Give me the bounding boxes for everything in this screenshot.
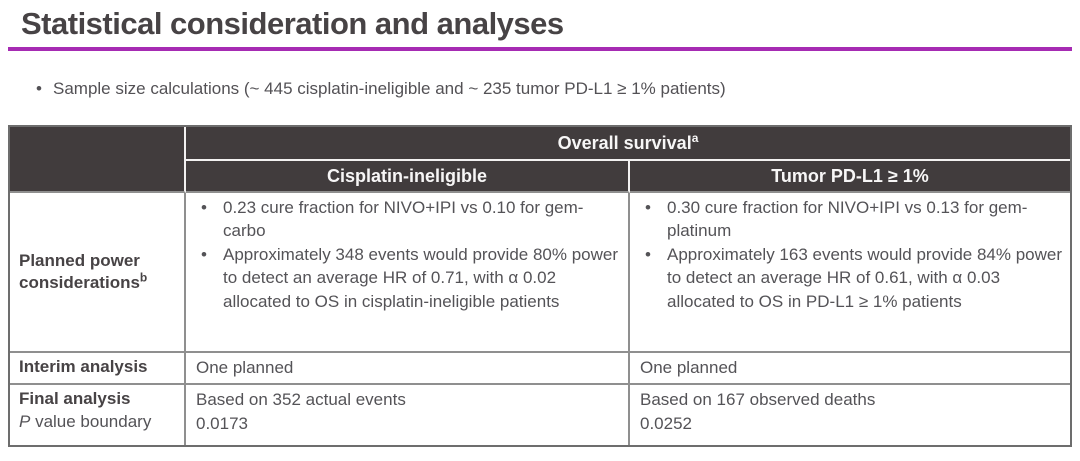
final-analysis-label-line1: Final analysis: [19, 389, 131, 409]
final-pdl1-pvalue: 0.0252: [640, 413, 692, 433]
interim-cisplatin-cell: One planned: [186, 353, 630, 386]
p-value-boundary-rest: value boundary: [30, 411, 152, 431]
pdl1-column-header: Tumor PD-L1 ≥ 1%: [630, 161, 1070, 194]
interim-pdl1-cell: One planned: [630, 353, 1070, 386]
table-header-row-1: Overall survivala: [10, 127, 1070, 194]
footnote-marker-a: a: [691, 130, 699, 145]
interim-analysis-row: Interim analysis One planned One planned: [10, 353, 1070, 386]
corner-cell: [10, 127, 186, 194]
intro-bullet-text: Sample size calculations (~ 445 cisplati…: [53, 78, 726, 98]
planned-power-row: Planned power considerationsb 0.23 cure …: [10, 193, 1070, 354]
page-title: Statistical consideration and analyses: [21, 6, 564, 41]
cisplatin-column-header: Cisplatin-ineligible: [186, 161, 630, 194]
footnote-marker-b: b: [139, 270, 148, 285]
p-value-boundary-label: P value boundary: [19, 411, 180, 433]
final-pdl1-events: Based on 167 observed deaths: [640, 390, 876, 410]
planned-pdl1-cell: 0.30 cure fraction for NIVO+IPI vs 0.13 …: [630, 193, 1070, 354]
overall-survival-header: Overall survivala: [186, 127, 1070, 162]
final-cisplatin-cell: Based on 352 actual events 0.0173: [186, 385, 630, 446]
stats-table: Overall survivala Cisplatin-ineligible T…: [8, 125, 1072, 448]
final-analysis-row: Final analysis P value boundary Based on…: [10, 385, 1070, 446]
pdl1-bullet-list: 0.30 cure fraction for NIVO+IPI vs 0.13 …: [636, 196, 1064, 313]
overall-survival-label: Overall survival: [557, 132, 692, 153]
planned-power-label: Planned power considerationsb: [10, 193, 186, 354]
final-cisplatin-events: Based on 352 actual events: [196, 390, 406, 410]
planned-power-label-text: Planned power considerations: [19, 250, 140, 293]
bullet-item: 0.23 cure fraction for NIVO+IPI vs 0.10 …: [192, 196, 622, 243]
intro-bullet: Sample size calculations (~ 445 cisplati…: [36, 79, 1080, 99]
bullet-item: Approximately 348 events would provide 8…: [192, 243, 622, 313]
table-header-row-2: Cisplatin-ineligible Tumor PD-L1 ≥ 1%: [10, 161, 1070, 194]
final-cisplatin-pvalue: 0.0173: [196, 413, 248, 433]
bullet-item: Approximately 163 events would provide 8…: [636, 243, 1064, 313]
bullet-item: 0.30 cure fraction for NIVO+IPI vs 0.13 …: [636, 196, 1064, 243]
p-italic: P: [19, 411, 31, 431]
interim-analysis-label: Interim analysis: [10, 353, 186, 386]
bullet-icon: [36, 79, 53, 99]
title-divider: [8, 46, 1072, 51]
planned-cisplatin-cell: 0.23 cure fraction for NIVO+IPI vs 0.10 …: [186, 193, 630, 354]
cisplatin-bullet-list: 0.23 cure fraction for NIVO+IPI vs 0.10 …: [192, 196, 622, 313]
final-pdl1-cell: Based on 167 observed deaths 0.0252: [630, 385, 1070, 445]
final-analysis-label: Final analysis P value boundary: [10, 385, 186, 446]
